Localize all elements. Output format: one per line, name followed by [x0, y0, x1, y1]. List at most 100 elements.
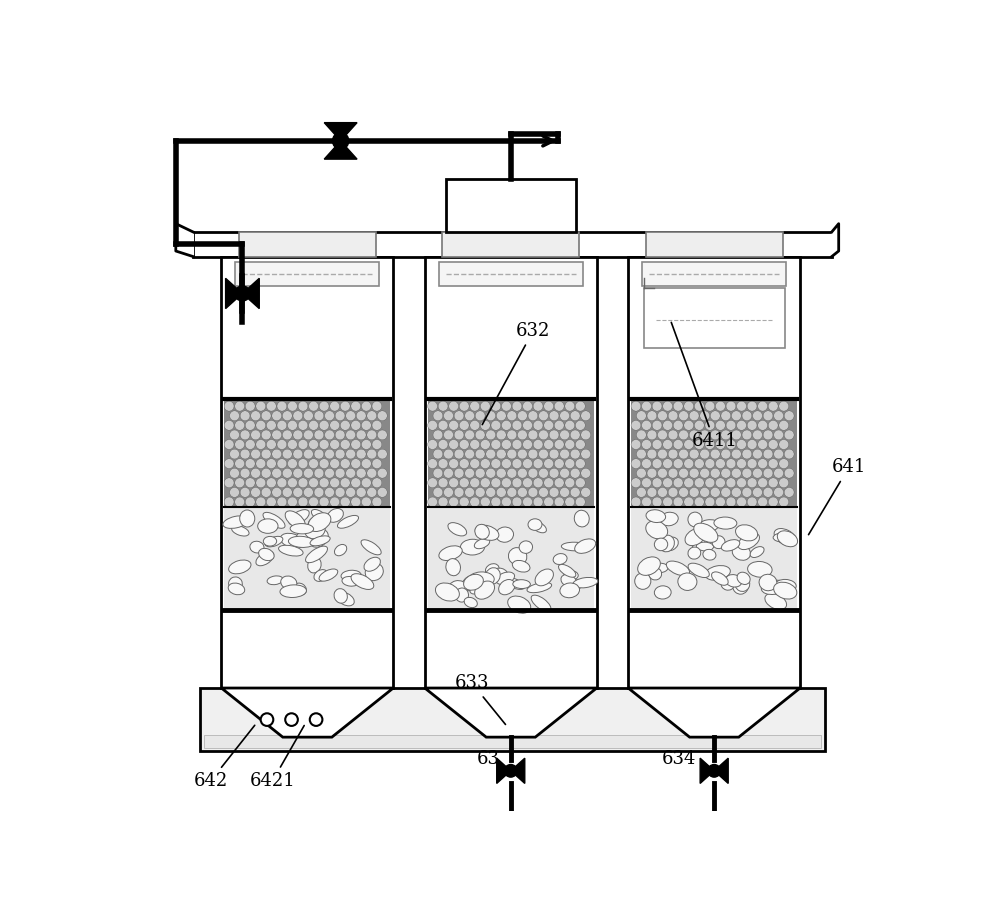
Ellipse shape — [265, 537, 283, 547]
Circle shape — [465, 487, 475, 497]
Circle shape — [277, 420, 287, 430]
Circle shape — [753, 449, 762, 459]
Circle shape — [710, 468, 720, 478]
Circle shape — [565, 478, 575, 487]
Circle shape — [636, 487, 646, 497]
Circle shape — [480, 440, 490, 449]
Circle shape — [486, 468, 496, 478]
Circle shape — [544, 420, 554, 430]
Bar — [631, 507, 797, 610]
Circle shape — [642, 401, 651, 411]
Circle shape — [731, 468, 741, 478]
Circle shape — [726, 420, 736, 430]
Circle shape — [731, 449, 741, 459]
Circle shape — [298, 401, 308, 411]
Ellipse shape — [485, 564, 499, 576]
Circle shape — [245, 420, 255, 430]
Circle shape — [565, 497, 575, 507]
Circle shape — [575, 401, 585, 411]
Ellipse shape — [229, 577, 242, 590]
Circle shape — [293, 468, 303, 478]
Circle shape — [544, 459, 554, 468]
Circle shape — [330, 440, 340, 449]
Ellipse shape — [688, 512, 702, 527]
Circle shape — [325, 487, 334, 497]
Circle shape — [768, 497, 778, 507]
Ellipse shape — [773, 533, 794, 542]
Circle shape — [663, 420, 673, 430]
Circle shape — [747, 440, 757, 449]
Circle shape — [539, 449, 548, 459]
Ellipse shape — [685, 528, 705, 546]
Circle shape — [502, 497, 511, 507]
Ellipse shape — [566, 579, 584, 591]
Circle shape — [512, 440, 522, 449]
Circle shape — [642, 459, 651, 468]
Bar — [200, 688, 825, 752]
Circle shape — [763, 411, 773, 421]
Circle shape — [737, 478, 746, 487]
Circle shape — [554, 459, 564, 468]
Circle shape — [523, 497, 532, 507]
Circle shape — [673, 401, 683, 411]
Ellipse shape — [439, 546, 462, 560]
Circle shape — [372, 401, 382, 411]
Ellipse shape — [561, 575, 577, 588]
Circle shape — [377, 430, 387, 440]
Circle shape — [240, 449, 250, 459]
Circle shape — [663, 459, 673, 468]
Circle shape — [726, 401, 736, 411]
Ellipse shape — [442, 589, 468, 599]
Circle shape — [256, 420, 266, 430]
Circle shape — [245, 497, 255, 507]
Circle shape — [758, 497, 768, 507]
Circle shape — [658, 430, 667, 440]
Circle shape — [240, 411, 250, 421]
Circle shape — [224, 478, 234, 487]
Circle shape — [340, 420, 350, 430]
Circle shape — [647, 411, 657, 421]
Circle shape — [319, 478, 329, 487]
Circle shape — [663, 440, 673, 449]
Circle shape — [684, 478, 694, 487]
Circle shape — [504, 764, 517, 777]
Ellipse shape — [361, 540, 381, 555]
Polygon shape — [221, 688, 393, 737]
Circle shape — [303, 449, 313, 459]
Circle shape — [438, 401, 448, 411]
Circle shape — [480, 478, 490, 487]
Ellipse shape — [290, 524, 314, 534]
Circle shape — [554, 401, 564, 411]
Ellipse shape — [750, 547, 764, 558]
Circle shape — [512, 401, 522, 411]
Polygon shape — [700, 758, 714, 783]
Circle shape — [444, 430, 453, 440]
Circle shape — [721, 430, 731, 440]
Circle shape — [335, 468, 345, 478]
Circle shape — [480, 497, 490, 507]
Polygon shape — [425, 688, 597, 737]
Circle shape — [512, 478, 522, 487]
Circle shape — [517, 411, 527, 421]
Circle shape — [433, 468, 443, 478]
Circle shape — [689, 411, 699, 421]
Circle shape — [309, 459, 318, 468]
Ellipse shape — [455, 588, 468, 602]
Circle shape — [694, 420, 704, 430]
Circle shape — [303, 468, 313, 478]
Ellipse shape — [725, 575, 742, 587]
Circle shape — [444, 468, 453, 478]
Ellipse shape — [337, 592, 354, 606]
Circle shape — [298, 478, 308, 487]
Circle shape — [679, 468, 688, 478]
Circle shape — [742, 411, 752, 421]
Circle shape — [361, 497, 371, 507]
Ellipse shape — [258, 519, 278, 533]
Circle shape — [652, 420, 662, 430]
Circle shape — [694, 440, 704, 449]
Circle shape — [726, 459, 736, 468]
Circle shape — [731, 411, 741, 421]
Circle shape — [235, 420, 245, 430]
Circle shape — [491, 440, 501, 449]
Circle shape — [285, 713, 298, 726]
